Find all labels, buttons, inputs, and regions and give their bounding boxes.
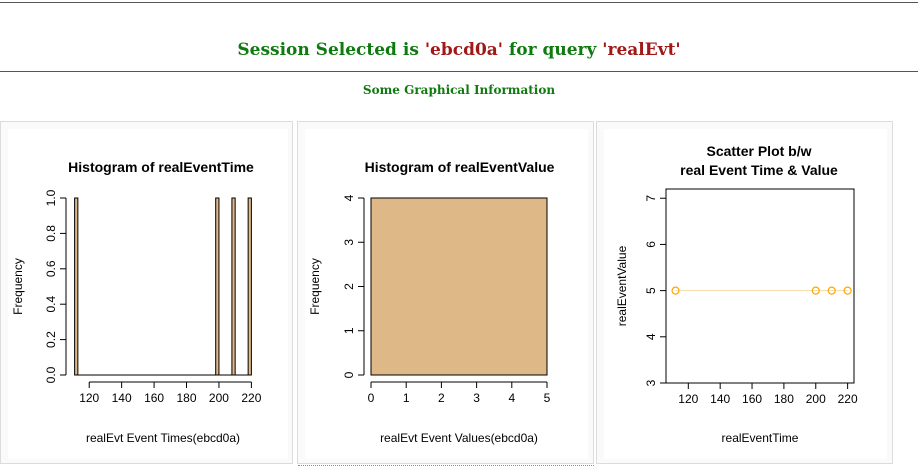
x-axis-label: realEvt Event Values(ebcd0a) <box>380 431 538 445</box>
value-histogram-chart: Histogram of realEventValue 0 1 2 3 4 5 0 1 2 3 4 re… <box>305 129 588 459</box>
histogram-bar <box>370 197 548 376</box>
x-tick-label: 200 <box>209 391 229 405</box>
y-tick-label: 0.4 <box>44 296 58 313</box>
chart-title: Histogram of realEventTime <box>68 159 254 175</box>
data-point <box>827 286 836 295</box>
x-tick-label: 120 <box>79 391 99 405</box>
histogram-bar <box>215 197 220 376</box>
plot-frame <box>665 188 855 384</box>
y-tick-label: 3 <box>644 379 658 386</box>
y-axis-label: realEventValue <box>615 245 629 326</box>
chart-panel-time-histogram: Histogram of realEventTime 120 140 160 180 20… <box>0 121 293 464</box>
y-axis-label: Frequency <box>308 258 322 315</box>
y-tick-label: 3 <box>342 239 356 246</box>
time-histogram-chart: Histogram of realEventTime 120 140 160 180 20… <box>8 129 288 459</box>
y-tick-label: 0.2 <box>44 331 58 348</box>
chart-title-line: real Event Time & Value <box>680 162 838 178</box>
y-tick-label: 4 <box>342 194 356 201</box>
x-tick-label: 1 <box>403 391 410 405</box>
chart-panel-value-histogram: Histogram of realEventValue 0 1 2 3 4 5 0 1 2 3 4 re… <box>297 121 594 464</box>
y-tick-label: 4 <box>644 333 658 340</box>
y-tick-label: 7 <box>644 195 658 202</box>
y-axis-label: Frequency <box>11 258 25 315</box>
data-point <box>671 286 680 295</box>
y-tick-label: 1.0 <box>44 189 58 206</box>
middle-divider <box>0 71 918 72</box>
x-tick-label: 180 <box>176 391 196 405</box>
y-tick-label: 0 <box>342 371 356 378</box>
chart-panel-scatter: Scatter Plot b/w real Event Time & Value 1… <box>596 121 893 464</box>
query-name: 'realEvt' <box>602 40 681 60</box>
x-tick-label: 3 <box>473 391 480 405</box>
data-point <box>811 286 820 295</box>
session-id: 'ebcd0a' <box>424 40 504 60</box>
x-tick-label: 4 <box>508 391 515 405</box>
x-tick-label: 160 <box>144 391 164 405</box>
title-prefix: Session Selected is <box>237 40 425 60</box>
y-tick-label: 0.6 <box>44 260 58 277</box>
x-tick-label: 0 <box>368 391 375 405</box>
x-tick-label: 220 <box>241 391 261 405</box>
x-tick-label: 160 <box>742 392 762 406</box>
x-axis-label: realEventTime <box>722 431 799 445</box>
x-tick-label: 2 <box>438 391 445 405</box>
x-tick-label: 140 <box>710 392 730 406</box>
y-tick-label: 5 <box>644 287 658 294</box>
y-tick-label: 1 <box>342 327 356 334</box>
x-axis-label: realEvt Event Times(ebcd0a) <box>86 431 240 445</box>
histogram-bar <box>231 197 236 376</box>
x-tick-label: 220 <box>838 392 858 406</box>
top-divider <box>0 2 918 3</box>
x-tick-label: 200 <box>806 392 826 406</box>
chart-title: Histogram of realEventValue <box>365 159 555 175</box>
x-tick-label: 180 <box>774 392 794 406</box>
histogram-bar <box>247 197 252 376</box>
x-tick-label: 120 <box>678 392 698 406</box>
data-point <box>843 286 852 295</box>
x-tick-label: 140 <box>112 391 132 405</box>
section-subtitle: Some Graphical Information <box>362 83 556 97</box>
scatter-plot-chart: Scatter Plot b/w real Event Time & Value 1… <box>604 129 887 459</box>
y-tick-label: 0.0 <box>44 366 58 383</box>
y-tick-label: 0.8 <box>44 225 58 242</box>
page-title: Session Selected is 'ebcd0a' for query '… <box>0 40 918 60</box>
x-tick-label: 5 <box>544 391 551 405</box>
y-tick-label: 2 <box>342 283 356 290</box>
histogram-bar <box>74 197 79 376</box>
chart-title-line: Scatter Plot b/w <box>706 143 811 159</box>
title-mid: for query <box>503 40 603 60</box>
y-tick-label: 6 <box>644 241 658 248</box>
dotted-separator <box>298 465 594 466</box>
